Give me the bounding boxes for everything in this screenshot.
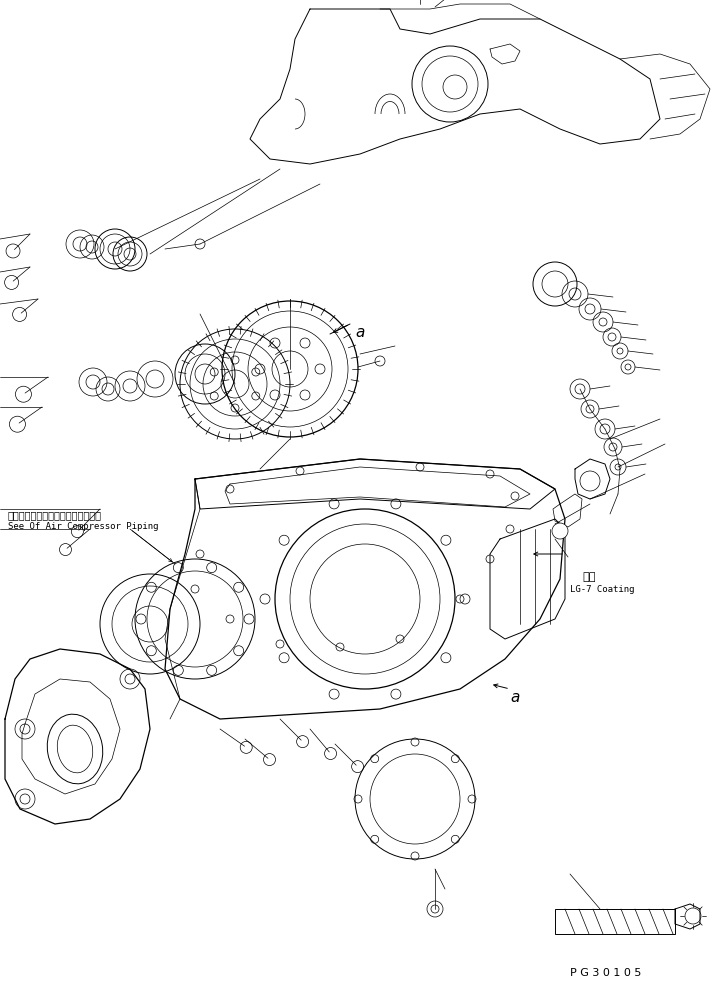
Text: P G 3 0 1 0 5: P G 3 0 1 0 5: [570, 967, 641, 977]
Text: 塗布: 塗布: [582, 571, 595, 581]
Text: a: a: [355, 325, 365, 340]
Text: LG-7 Coating: LG-7 Coating: [570, 584, 634, 593]
Bar: [555, 909, 675, 934]
Text: a: a: [510, 689, 519, 704]
Text: エアーコンプレッサパイピング参照: エアーコンプレッサパイピング参照: [8, 509, 102, 519]
Text: See Of Air Compressor Piping: See Of Air Compressor Piping: [8, 521, 158, 530]
Circle shape: [552, 523, 568, 539]
